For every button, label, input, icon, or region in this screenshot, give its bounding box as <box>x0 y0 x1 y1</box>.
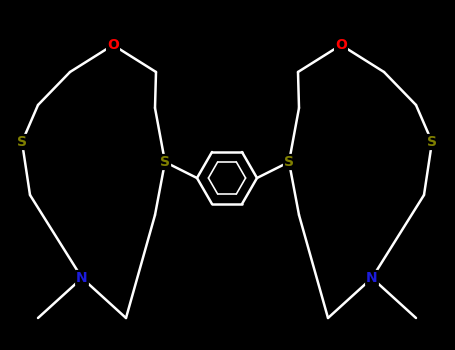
Text: N: N <box>366 271 378 285</box>
Text: S: S <box>284 155 294 169</box>
Text: S: S <box>17 135 27 149</box>
Text: N: N <box>76 271 88 285</box>
Text: S: S <box>160 155 170 169</box>
Text: O: O <box>335 38 347 52</box>
Text: S: S <box>427 135 437 149</box>
Text: O: O <box>107 38 119 52</box>
